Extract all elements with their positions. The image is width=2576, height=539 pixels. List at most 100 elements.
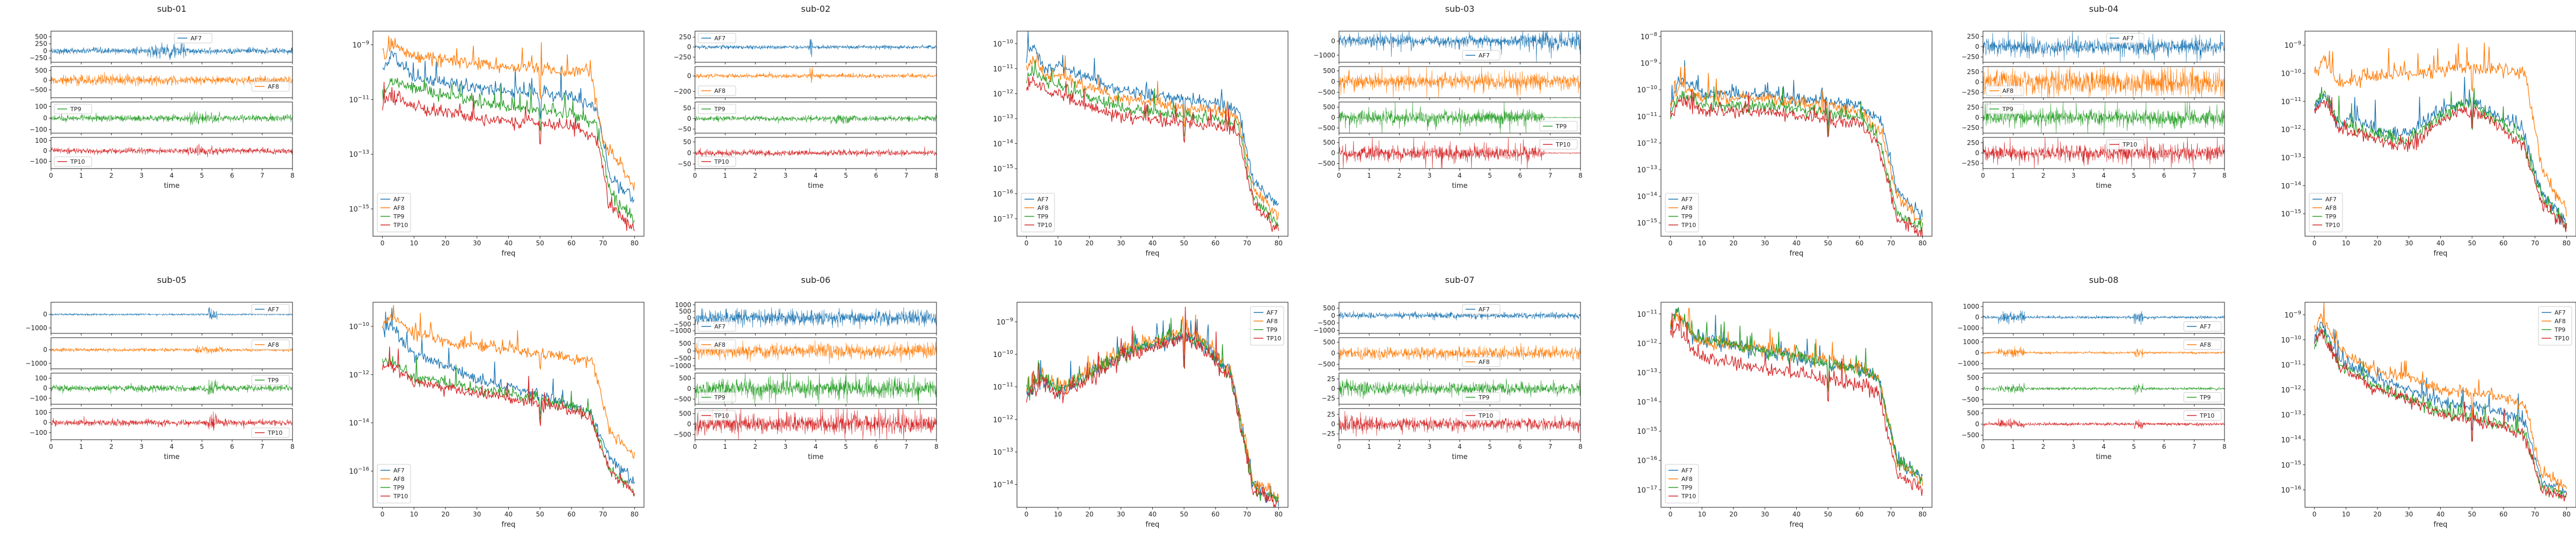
y-tick-label: −500 (1318, 319, 1335, 327)
legend-box (174, 33, 213, 43)
x-tick-label: 60 (567, 239, 575, 247)
legend-AF7: AF7 (1462, 304, 1501, 315)
legend-label: TP10 (1681, 493, 1696, 500)
legend-box (54, 104, 92, 114)
y-tick-label: 10−10 (2281, 68, 2301, 78)
legend-box (1462, 356, 1501, 367)
y-tick-label: 500 (679, 375, 691, 382)
x-tick-label: 7 (2192, 443, 2197, 450)
legend-TP9: TP9 (1539, 121, 1578, 132)
legend-label: AF7 (268, 306, 279, 313)
y-tick-label: 10−12 (1637, 138, 1657, 148)
x-tick-label: 30 (1761, 511, 1769, 518)
x-tick-label: 1 (79, 443, 83, 450)
x-tick-label: 50 (1180, 511, 1188, 518)
x-tick-label: 70 (599, 239, 607, 247)
legend-box (698, 85, 736, 96)
y-tick-label: 0 (43, 76, 47, 84)
y-tick-label: −250 (1962, 89, 1979, 96)
legend-label: AF7 (393, 467, 405, 474)
psd-line-AF8 (1670, 65, 1923, 226)
y-tick-label: 250 (1967, 68, 1979, 76)
legend-AF7: AF7 (174, 33, 213, 43)
x-axis-label: freq (1790, 521, 1804, 529)
x-tick-label: 2 (1397, 443, 1402, 450)
x-tick-label: 70 (1243, 239, 1251, 247)
x-tick-label: 4 (2102, 443, 2106, 450)
legend-box (1250, 306, 1284, 346)
psd-line-AF8 (2314, 42, 2567, 217)
psd-line-TP9 (1670, 307, 1923, 484)
psd-line-AF7 (1026, 31, 1279, 206)
x-tick-label: 4 (170, 172, 174, 179)
legend-label: AF8 (268, 341, 279, 348)
legend-label: TP10 (1266, 335, 1281, 342)
x-tick-label: 20 (1729, 239, 1737, 247)
signal-trace-AF7 (50, 307, 293, 320)
signal-trace-TP10 (694, 409, 937, 440)
y-tick-label: 10−13 (349, 149, 369, 159)
y-tick-label: 0 (1331, 114, 1335, 121)
y-tick-label: 100 (35, 137, 47, 144)
x-tick-label: 0 (380, 239, 385, 247)
legend-label: TP9 (1478, 394, 1489, 401)
legend-box (377, 464, 411, 504)
y-tick-label: 10−11 (993, 64, 1013, 74)
x-tick-label: 0 (2312, 511, 2317, 518)
x-tick-label: 8 (1578, 172, 1583, 179)
x-tick-label: 8 (2222, 172, 2227, 179)
y-tick-label: 0 (1331, 78, 1335, 85)
x-tick-label: 6 (1518, 443, 1523, 450)
x-tick-label: 50 (536, 511, 544, 518)
legend-AF7: AF7 (251, 304, 290, 315)
x-tick-label: 7 (260, 172, 265, 179)
signal-trace-AF8 (1982, 67, 2225, 98)
y-tick-label: −1000 (1957, 360, 1979, 367)
legend-box (2183, 410, 2222, 421)
legend-label: AF7 (1479, 306, 1490, 313)
legend-label: TP9 (1266, 326, 1277, 333)
legend-TP9: TP9 (2183, 392, 2222, 403)
signal-trace-AF7 (1982, 310, 2225, 325)
legend-label: TP10 (393, 222, 408, 229)
signal-trace-TP10 (694, 147, 937, 157)
y-tick-label: 10−14 (2281, 435, 2301, 445)
subplot-title: sub-05 (157, 275, 187, 285)
x-tick-label: 6 (230, 172, 235, 179)
x-tick-label: 3 (2072, 172, 2076, 179)
signal-trace-TP9 (50, 111, 293, 125)
x-tick-label: 40 (2436, 511, 2445, 518)
legend-AF7: AF7 (2183, 321, 2222, 332)
x-tick-label: 3 (2072, 443, 2076, 450)
x-tick-label: 40 (504, 239, 513, 247)
legend-TP9: TP9 (698, 392, 736, 403)
legend-TP10: TP10 (1539, 139, 1578, 150)
y-tick-label: −100 (30, 157, 47, 165)
x-axis-label: time (808, 182, 823, 190)
y-tick-label: 10−9 (997, 317, 1013, 326)
legend-box (251, 339, 290, 350)
x-tick-label: 0 (1024, 511, 1029, 518)
y-tick-label: 10−13 (993, 447, 1013, 457)
axes-frame (1016, 31, 1289, 237)
x-tick-label: 4 (2102, 172, 2106, 179)
y-tick-label: 10−15 (349, 204, 369, 214)
y-tick-label: −200 (674, 88, 691, 95)
legend-label: TP10 (714, 158, 729, 165)
legend-box (698, 392, 736, 403)
y-tick-label: 10−10 (1637, 85, 1657, 94)
x-tick-label: 50 (1824, 511, 1832, 518)
x-tick-label: 60 (2499, 511, 2507, 518)
x-tick-label: 6 (1518, 172, 1523, 179)
signal-trace-TP10 (50, 411, 293, 431)
axes-frame (372, 31, 645, 237)
x-tick-label: 40 (504, 511, 513, 518)
y-tick-label: 0 (43, 384, 47, 392)
y-tick-label: 1000 (675, 301, 691, 309)
y-tick-label: 0 (1331, 37, 1335, 45)
legend-label: TP9 (714, 394, 725, 401)
x-tick-label: 80 (631, 239, 639, 247)
legend-TP10: TP10 (2183, 410, 2222, 421)
